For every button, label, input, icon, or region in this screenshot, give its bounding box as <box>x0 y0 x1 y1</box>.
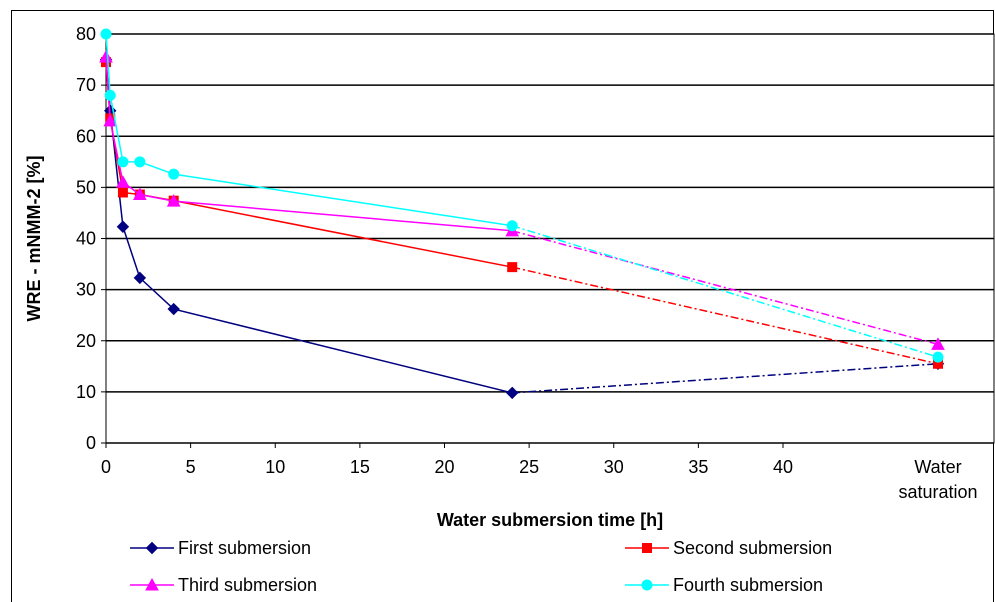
series-line-saturation <box>512 363 939 394</box>
y-tick-label: 80 <box>76 24 96 44</box>
legend-item: Third submersion <box>130 575 317 595</box>
legend-label: First submersion <box>178 538 311 558</box>
data-point <box>133 271 147 285</box>
legend-marker <box>145 577 159 591</box>
y-axis-title: WRE - mNMM-2 [%] <box>24 156 44 322</box>
y-tick-label: 40 <box>76 229 96 249</box>
legend-item: Second submersion <box>625 538 832 558</box>
data-point <box>166 194 181 207</box>
legend-marker <box>642 543 652 553</box>
data-point <box>116 175 130 188</box>
legend-item: First submersion <box>130 538 311 558</box>
legend-item: Fourth submersion <box>625 575 823 595</box>
series-line-saturation <box>511 225 939 358</box>
x-tick-label: 10 <box>265 457 285 477</box>
series-3 <box>99 49 945 350</box>
data-point <box>104 89 116 101</box>
x-tick-label-saturation: saturation <box>898 482 977 502</box>
y-tick-label: 10 <box>76 382 96 402</box>
y-tick-label: 0 <box>86 433 96 453</box>
y-tick-label: 70 <box>76 75 96 95</box>
x-tick-label-saturation: Water <box>914 457 961 477</box>
legend-label: Second submersion <box>673 538 832 558</box>
data-point <box>99 49 113 63</box>
data-point <box>117 187 128 198</box>
data-point <box>505 386 519 400</box>
x-tick-label: 30 <box>604 457 624 477</box>
data-point-saturation <box>931 337 945 350</box>
legend-marker <box>145 541 159 555</box>
series-line-saturation <box>512 266 939 365</box>
data-point <box>100 28 112 40</box>
x-tick-label: 35 <box>688 457 708 477</box>
series-line-saturation <box>512 230 939 346</box>
data-point <box>103 113 118 127</box>
y-tick-label: 60 <box>76 126 96 146</box>
data-point <box>134 156 146 168</box>
series-line <box>105 33 513 227</box>
series-line <box>105 56 513 232</box>
legend: First submersion Second submersion Third s… <box>130 538 832 595</box>
series-4 <box>100 28 944 363</box>
data-point-saturation <box>932 351 944 363</box>
x-axis-title: Water submersion time [h] <box>437 510 663 530</box>
x-tick-label: 20 <box>434 457 454 477</box>
data-point <box>117 156 129 168</box>
legend-marker <box>641 579 653 591</box>
y-tick-label: 20 <box>76 331 96 351</box>
legend-label: Third submersion <box>178 575 317 595</box>
data-point <box>168 168 180 180</box>
y-tick-label: 50 <box>76 177 96 197</box>
x-tick-label: 0 <box>101 457 111 477</box>
data-point <box>167 302 180 316</box>
y-tick-label: 30 <box>76 280 96 300</box>
x-tick-label: 25 <box>519 457 539 477</box>
x-tick-label: 15 <box>350 457 370 477</box>
data-point <box>116 220 130 233</box>
x-tick-label: 40 <box>773 457 793 477</box>
legend-label: Fourth submersion <box>673 575 823 595</box>
x-tick-label: 5 <box>186 457 196 477</box>
data-point <box>506 220 518 232</box>
data-point <box>507 262 518 273</box>
data-point <box>133 187 147 201</box>
